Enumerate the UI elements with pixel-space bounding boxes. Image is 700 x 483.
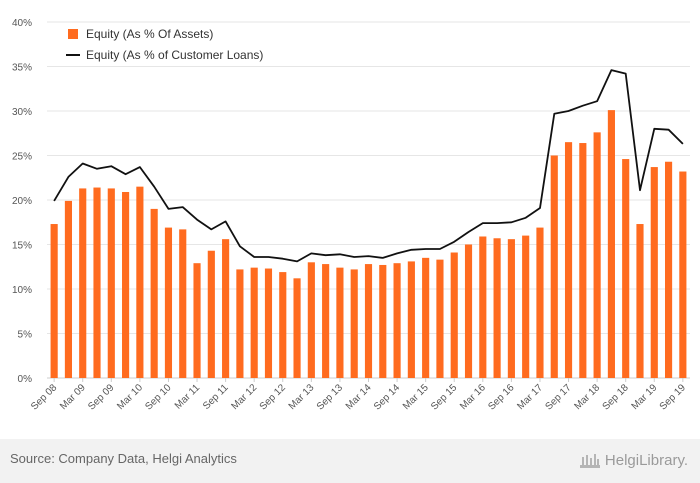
equity-assets-bar[interactable] — [679, 171, 687, 378]
equity-assets-bar[interactable] — [307, 262, 315, 378]
equity-assets-bar[interactable] — [436, 259, 444, 378]
equity-assets-bar[interactable] — [279, 272, 287, 378]
equity-assets-bar[interactable] — [650, 167, 658, 378]
x-tick-label: Mar 19 — [630, 382, 660, 412]
brand-logo[interactable]: HelgiLibrary. — [579, 449, 688, 471]
x-tick-label: Sep 19 — [658, 382, 688, 412]
equity-assets-bar[interactable] — [64, 200, 73, 378]
equity-assets-bar[interactable] — [264, 268, 273, 378]
equity-assets-bar[interactable] — [622, 159, 630, 378]
equity-assets-bar[interactable] — [379, 264, 387, 378]
y-tick-label: 40% — [12, 18, 32, 29]
brand-name: HelgiLibrary. — [604, 451, 688, 469]
x-tick-label: Mar 11 — [173, 382, 203, 412]
library-icon — [579, 454, 600, 468]
x-tick-label: Sep 11 — [201, 382, 231, 412]
x-tick-label: Mar 12 — [230, 382, 260, 412]
equity-assets-bar[interactable] — [350, 269, 358, 378]
x-tick-label: Mar 14 — [344, 382, 374, 412]
x-tick-label: Sep 13 — [315, 382, 345, 412]
x-tick-label: Mar 18 — [572, 382, 602, 412]
equity-assets-bar[interactable] — [636, 224, 644, 378]
equity-assets-bar[interactable] — [93, 187, 101, 378]
equity-assets-bar[interactable] — [322, 264, 330, 378]
equity-assets-bar[interactable] — [607, 110, 615, 379]
legend: Equity (As % Of Assets) Equity (As % of C… — [66, 27, 263, 62]
y-tick-label: 10% — [12, 285, 32, 296]
equity-assets-bar[interactable] — [164, 227, 173, 378]
x-tick-label: Sep 12 — [258, 382, 288, 412]
x-tick-label: Mar 17 — [515, 382, 545, 412]
line-series — [53, 69, 684, 263]
x-tick-label: Sep 10 — [143, 382, 173, 412]
x-tick-label: Sep 08 — [29, 382, 59, 412]
equity-assets-bar[interactable] — [564, 142, 573, 378]
equity-assets-bar[interactable] — [407, 261, 415, 378]
y-tick-label: 30% — [12, 107, 32, 118]
equity-assets-bar[interactable] — [507, 239, 515, 378]
x-tick-label: Sep 16 — [486, 382, 516, 412]
legend-label-assets: Equity (As % Of Assets) — [86, 27, 213, 41]
equity-assets-bar[interactable] — [207, 250, 215, 378]
bar-series — [50, 110, 687, 379]
y-tick-label: 5% — [18, 330, 33, 341]
x-tick-label: Mar 09 — [58, 382, 88, 412]
y-tick-label: 25% — [12, 152, 32, 163]
equity-assets-bar[interactable] — [664, 161, 673, 378]
equity-assets-bar[interactable] — [393, 263, 401, 378]
equity-assets-bar[interactable] — [107, 188, 115, 378]
legend-label-loans: Equity (As % of Customer Loans) — [86, 48, 263, 62]
equity-assets-bar[interactable] — [579, 143, 587, 378]
x-tick-label: Sep 09 — [86, 382, 116, 412]
equity-assets-bar[interactable] — [464, 244, 473, 379]
x-tick-label: Mar 13 — [287, 382, 317, 412]
equity-assets-bar[interactable] — [150, 208, 158, 378]
equity-assets-bar[interactable] — [79, 188, 87, 378]
equity-assets-bar[interactable] — [193, 263, 201, 378]
x-tick-label: Sep 15 — [429, 382, 459, 412]
source-note: Source: Company Data, Helgi Analytics — [10, 451, 237, 466]
equity-assets-bar[interactable] — [136, 186, 144, 378]
equity-assets-bar[interactable] — [550, 155, 558, 379]
equity-assets-bar[interactable] — [222, 239, 230, 378]
equity-assets-bar[interactable] — [522, 235, 530, 378]
equity-assets-bar[interactable] — [179, 229, 187, 378]
equity-assets-bar[interactable] — [450, 252, 458, 378]
x-tick-label: Mar 16 — [458, 382, 488, 412]
equity-assets-bar[interactable] — [336, 267, 344, 378]
y-tick-label: 35% — [12, 63, 32, 74]
x-tick-label: Sep 17 — [543, 382, 573, 412]
legend-swatch-bar — [68, 29, 78, 39]
equity-assets-bar[interactable] — [493, 238, 501, 378]
y-tick-label: 20% — [12, 196, 32, 207]
equity-assets-bar[interactable] — [422, 257, 430, 378]
equity-assets-bar[interactable] — [293, 278, 301, 378]
equity-assets-bar[interactable] — [236, 269, 244, 378]
equity-assets-bar[interactable] — [122, 191, 130, 378]
equity-assets-bar[interactable] — [593, 132, 601, 378]
x-tick-label: Mar 10 — [115, 382, 145, 412]
x-tick-label: Sep 14 — [372, 382, 402, 412]
equity-assets-bar[interactable] — [364, 264, 373, 378]
equity-assets-bar[interactable] — [536, 227, 544, 378]
equity-assets-bar[interactable] — [479, 236, 487, 378]
y-tick-label: 15% — [12, 241, 32, 252]
equity-assets-bar[interactable] — [250, 267, 258, 378]
x-tick-label: Sep 18 — [601, 382, 631, 412]
x-tick-label: Mar 15 — [401, 382, 431, 412]
equity-assets-bar[interactable] — [50, 224, 58, 378]
y-tick-label: 0% — [18, 374, 33, 385]
equity-loans-line[interactable] — [53, 69, 684, 263]
